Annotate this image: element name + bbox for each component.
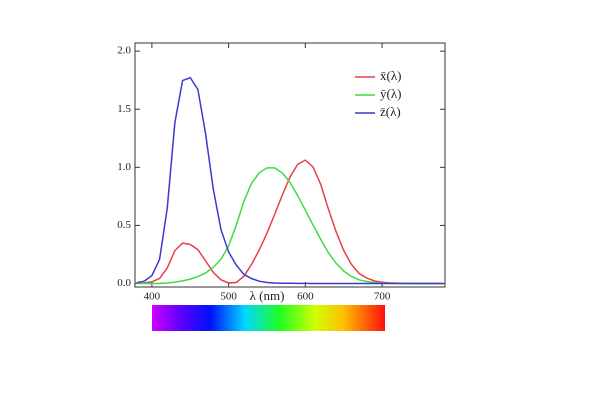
spectrum-bar [152, 305, 385, 331]
legend-label: x̄(λ) [380, 68, 401, 83]
series-line [136, 167, 444, 285]
plot-frame [134, 42, 446, 288]
y-tick-label: 0.5 [117, 219, 131, 231]
x-tick-label: 700 [374, 291, 391, 303]
y-tick-label: 2.0 [117, 45, 131, 57]
series-line [136, 159, 444, 285]
x-tick-label: 400 [144, 291, 161, 303]
legend-label: ȳ(λ) [380, 86, 401, 101]
x-tick-label: 600 [297, 291, 314, 303]
y-tick-label: 1.5 [117, 103, 131, 115]
legend-label: z̄(λ) [380, 104, 401, 119]
x-tick-label: 500 [220, 291, 237, 303]
y-tick-label: 0.0 [117, 277, 131, 289]
series-line [136, 76, 444, 285]
y-tick-label: 1.0 [117, 161, 131, 173]
x-axis-label: λ (nm) [250, 288, 285, 303]
